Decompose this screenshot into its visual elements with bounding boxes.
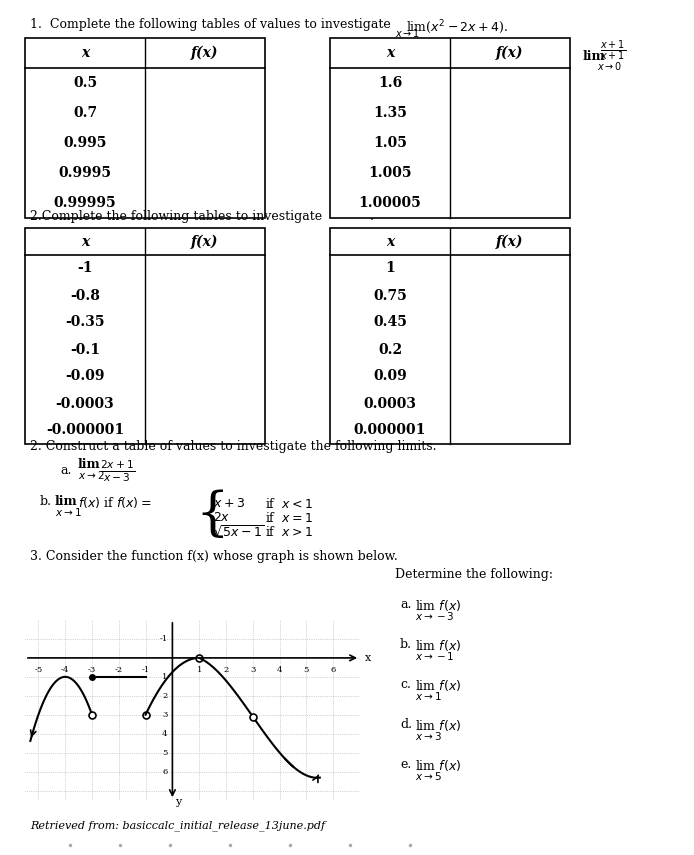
Text: 0.9995: 0.9995 bbox=[58, 166, 112, 180]
Text: $\sqrt{5x - 1}$: $\sqrt{5x - 1}$ bbox=[213, 525, 264, 540]
Text: lim $f(x)$: lim $f(x)$ bbox=[415, 598, 462, 613]
Text: -0.0003: -0.0003 bbox=[56, 397, 115, 410]
Text: lim: lim bbox=[78, 458, 101, 471]
Text: x: x bbox=[81, 46, 89, 60]
Text: c.: c. bbox=[400, 678, 411, 691]
Text: 0.09: 0.09 bbox=[373, 369, 407, 384]
Text: 1.35: 1.35 bbox=[373, 106, 407, 120]
Text: 1.05: 1.05 bbox=[373, 136, 407, 150]
Text: 3: 3 bbox=[162, 711, 167, 719]
Text: 0.000001: 0.000001 bbox=[354, 423, 426, 438]
Text: -0.000001: -0.000001 bbox=[46, 423, 124, 438]
Text: x: x bbox=[386, 234, 394, 249]
Text: -1: -1 bbox=[142, 666, 150, 674]
Text: b.: b. bbox=[400, 638, 412, 651]
Text: $x + 3$: $x + 3$ bbox=[213, 497, 245, 510]
Text: -1: -1 bbox=[77, 262, 93, 275]
Text: $x \to 1$: $x \to 1$ bbox=[415, 690, 442, 702]
Text: f(x): f(x) bbox=[496, 234, 524, 249]
Text: $x \to 0$: $x \to 0$ bbox=[597, 60, 623, 72]
Text: x: x bbox=[81, 234, 89, 249]
Text: if  $x = 1$: if $x = 1$ bbox=[265, 511, 313, 525]
Text: lim $f(x)$: lim $f(x)$ bbox=[415, 638, 462, 653]
Text: 0.7: 0.7 bbox=[73, 106, 97, 120]
Text: f(x): f(x) bbox=[192, 234, 219, 249]
Text: 2.Complete the following tables to investigate: 2.Complete the following tables to inves… bbox=[30, 210, 322, 223]
Text: 1: 1 bbox=[385, 262, 395, 275]
Bar bbox=[330, 228, 570, 444]
Text: lim $f(x)$: lim $f(x)$ bbox=[415, 758, 462, 773]
Text: $x \to -1$: $x \to -1$ bbox=[415, 650, 455, 662]
Text: f(x): f(x) bbox=[192, 46, 219, 60]
Text: 5: 5 bbox=[304, 666, 309, 674]
Text: $x \to 5$: $x \to 5$ bbox=[415, 770, 442, 782]
Bar bbox=[25, 228, 265, 444]
Text: lim $f(x)$: lim $f(x)$ bbox=[415, 678, 462, 693]
Text: 2: 2 bbox=[223, 666, 228, 674]
Text: -0.09: -0.09 bbox=[65, 369, 105, 384]
Text: f(x): f(x) bbox=[496, 46, 524, 60]
Text: $x \to 2$: $x \to 2$ bbox=[78, 469, 105, 481]
Bar bbox=[25, 38, 265, 218]
Text: 5: 5 bbox=[162, 749, 167, 757]
Text: -5: -5 bbox=[34, 666, 42, 674]
Text: -4: -4 bbox=[61, 666, 69, 674]
Text: $\frac{2x + 1}{x - 3}$: $\frac{2x + 1}{x - 3}$ bbox=[100, 458, 135, 484]
Text: Retrieved from: basiccalc_initial_release_13june.pdf: Retrieved from: basiccalc_initial_releas… bbox=[30, 820, 325, 831]
Text: x: x bbox=[365, 653, 371, 663]
Text: -0.8: -0.8 bbox=[70, 288, 100, 303]
Text: 1.005: 1.005 bbox=[369, 166, 412, 180]
Text: 4: 4 bbox=[162, 729, 167, 738]
Text: a.: a. bbox=[60, 464, 71, 477]
Text: e.: e. bbox=[400, 758, 412, 771]
Text: 1: 1 bbox=[162, 673, 167, 681]
Text: lim $f(x)$: lim $f(x)$ bbox=[415, 718, 462, 733]
Text: if  $x < 1$: if $x < 1$ bbox=[265, 497, 313, 511]
Text: a.: a. bbox=[400, 598, 412, 611]
Text: $x \to 1$: $x \to 1$ bbox=[55, 506, 82, 518]
Text: 3: 3 bbox=[250, 666, 255, 674]
Text: -0.1: -0.1 bbox=[70, 343, 100, 357]
Text: -0.35: -0.35 bbox=[65, 315, 105, 329]
Text: 0.99995: 0.99995 bbox=[53, 196, 117, 210]
Text: Determine the following:: Determine the following: bbox=[395, 568, 553, 581]
Text: 1.  Complete the following tables of values to investigate: 1. Complete the following tables of valu… bbox=[30, 18, 391, 31]
Text: 6: 6 bbox=[162, 768, 167, 775]
Text: 4: 4 bbox=[277, 666, 282, 674]
Text: x: x bbox=[386, 46, 394, 60]
Text: 0.45: 0.45 bbox=[373, 315, 407, 329]
Text: 3. Consider the function f(x) whose graph is shown below.: 3. Consider the function f(x) whose grap… bbox=[30, 550, 398, 563]
Text: $x \to -3$: $x \to -3$ bbox=[415, 610, 455, 622]
Text: $2x$: $2x$ bbox=[213, 511, 230, 524]
Text: lim($x^2 - 2x + 4$).: lim($x^2 - 2x + 4$). bbox=[406, 18, 508, 36]
Text: $x \to 1$: $x \to 1$ bbox=[395, 27, 421, 39]
Text: 1.00005: 1.00005 bbox=[359, 196, 421, 210]
Text: y: y bbox=[176, 797, 182, 807]
Text: 0.5: 0.5 bbox=[73, 76, 97, 90]
Text: 0.75: 0.75 bbox=[373, 288, 407, 303]
Text: 0.2: 0.2 bbox=[378, 343, 402, 357]
Text: lim: lim bbox=[583, 50, 606, 63]
Text: 2: 2 bbox=[162, 692, 167, 699]
Text: .: . bbox=[370, 210, 374, 223]
Text: d.: d. bbox=[400, 718, 412, 731]
Text: lim: lim bbox=[55, 495, 78, 508]
Text: 0.0003: 0.0003 bbox=[364, 397, 416, 410]
Text: 6: 6 bbox=[330, 666, 336, 674]
Text: -1: -1 bbox=[159, 635, 167, 643]
Text: 2. Construct a table of values to investigate the following limits.: 2. Construct a table of values to invest… bbox=[30, 440, 437, 453]
Text: -2: -2 bbox=[115, 666, 123, 674]
Text: 0.995: 0.995 bbox=[63, 136, 107, 150]
Text: $f(x)$ if $f(x) = $: $f(x)$ if $f(x) = $ bbox=[78, 495, 151, 510]
Bar bbox=[330, 38, 570, 218]
Text: $\frac{x+1}{x+1}$: $\frac{x+1}{x+1}$ bbox=[600, 38, 626, 62]
Text: if  $x > 1$: if $x > 1$ bbox=[265, 525, 313, 539]
Text: -3: -3 bbox=[88, 666, 96, 674]
Text: $x \to 3$: $x \to 3$ bbox=[415, 730, 442, 742]
Text: {: { bbox=[195, 488, 228, 540]
Text: 1: 1 bbox=[196, 666, 202, 674]
Text: 1.6: 1.6 bbox=[378, 76, 402, 90]
Text: b.: b. bbox=[40, 495, 52, 508]
